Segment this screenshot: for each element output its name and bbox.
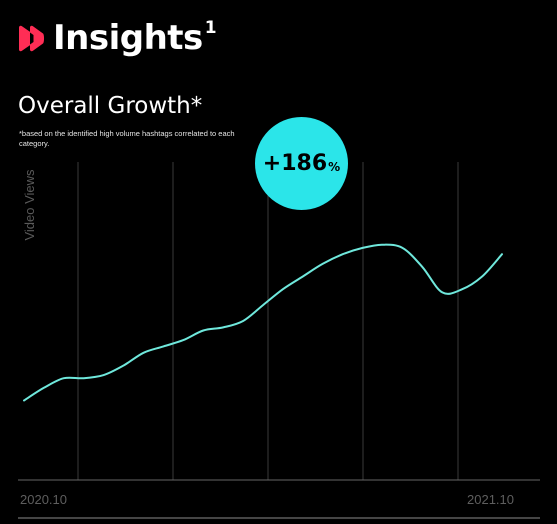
title-superscript: 1 <box>204 17 217 38</box>
growth-value: +186 <box>262 151 328 176</box>
growth-unit: % <box>328 160 341 174</box>
x-tick-label: 2020.10 <box>20 492 67 507</box>
chart-title: Overall Growth* <box>18 93 203 119</box>
y-axis-label: Video Views <box>22 169 37 241</box>
header: Insights 1 <box>18 14 217 62</box>
page-title: Insights 1 <box>53 17 217 58</box>
page-title-text: Insights <box>53 18 203 58</box>
chart-footnote: *based on the identified high volume has… <box>19 129 235 149</box>
series-line <box>23 243 503 402</box>
grid-lines <box>77 162 459 480</box>
double-play-icon <box>19 25 45 51</box>
x-tick-label: 2021.10 <box>467 492 514 507</box>
growth-badge: +186% <box>255 117 348 210</box>
